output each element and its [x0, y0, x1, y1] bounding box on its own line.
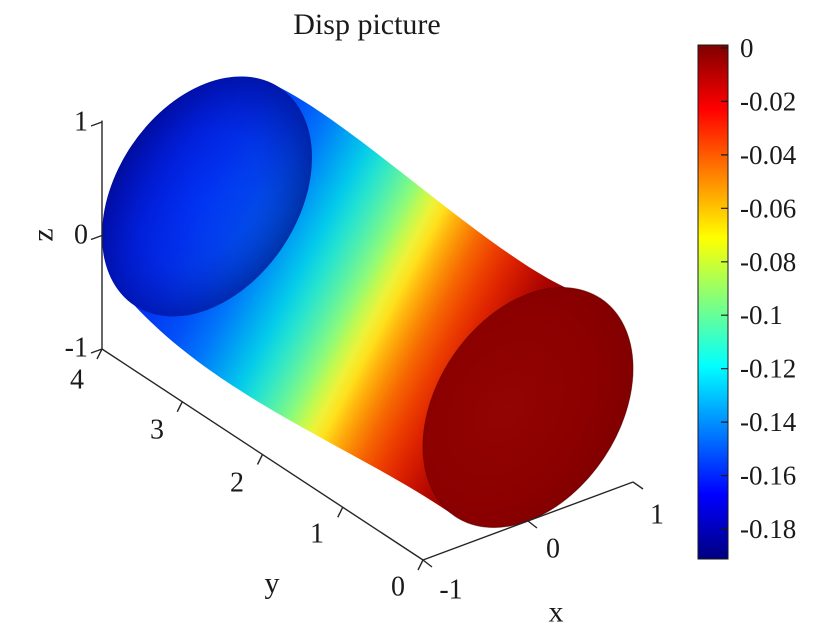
- x-axis-ticks: [422, 481, 644, 568]
- axes: [90, 120, 644, 571]
- x-tick-1: 1: [650, 500, 664, 531]
- cb-tick-7: -0.14: [740, 407, 797, 437]
- colorbar: 0 -0.02 -0.04 -0.06 -0.08 -0.1 -0.12 -0.…: [697, 33, 797, 560]
- x-axis-label: x: [549, 596, 564, 629]
- y-tick-0: 0: [391, 572, 405, 603]
- cb-tick-3: -0.06: [740, 193, 796, 223]
- axis-name-labels: z y x: [27, 228, 564, 628]
- y-axis-label: y: [265, 567, 280, 600]
- colorbar-tick-marks: [721, 47, 728, 530]
- cb-tick-4: -0.08: [740, 247, 796, 277]
- y-tick-2: 2: [230, 468, 244, 499]
- x-tick-0: 0: [546, 534, 560, 565]
- z-tick-m1: -1: [65, 333, 88, 364]
- cb-tick-6: -0.12: [740, 354, 796, 384]
- plot-title: Disp picture: [293, 8, 440, 41]
- axis-tick-labels: 1 0 -1 4 3 2 1 0 -1 0 1: [65, 107, 664, 606]
- cylinder-surface: [101, 76, 634, 528]
- cb-tick-1: -0.02: [740, 86, 796, 116]
- z-axis-ticks: [90, 121, 103, 354]
- y-tick-1: 1: [310, 519, 324, 550]
- z-axis-label: z: [27, 228, 60, 241]
- y-tick-3: 3: [150, 415, 164, 446]
- y-axis-ticks: [96, 348, 424, 571]
- z-tick-0: 0: [74, 220, 88, 251]
- y-tick-4: 4: [70, 365, 84, 396]
- cylinder-near-cap: [422, 287, 634, 528]
- colorbar-tick-labels: 0 -0.02 -0.04 -0.06 -0.08 -0.1 -0.12 -0.…: [740, 33, 797, 544]
- cb-tick-0: 0: [740, 33, 754, 63]
- colorbar-gradient-bar: [697, 44, 729, 560]
- cylinder-far-cap-shading: [102, 76, 312, 317]
- z-tick-1: 1: [74, 107, 88, 138]
- x-tick-m1: -1: [439, 575, 462, 606]
- cb-tick-8: -0.16: [740, 461, 796, 491]
- cb-tick-5: -0.1: [740, 300, 783, 330]
- cb-tick-9: -0.18: [740, 514, 796, 544]
- cb-tick-2: -0.04: [740, 140, 797, 170]
